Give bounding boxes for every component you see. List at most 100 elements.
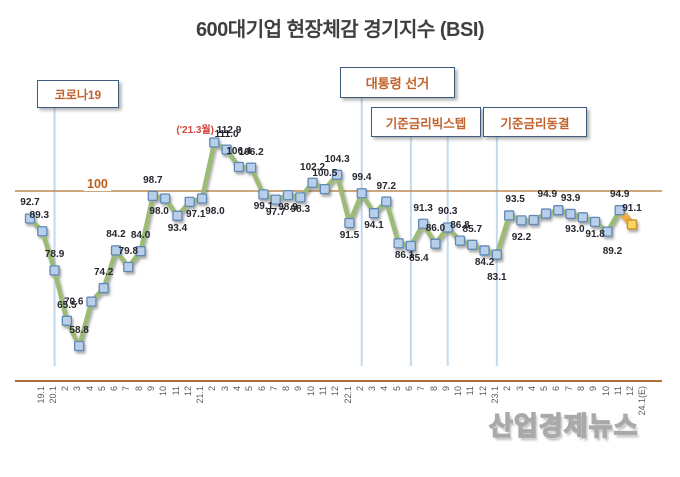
data-marker	[553, 205, 564, 216]
x-tick-label: 4	[84, 386, 95, 392]
x-tick-label: 4	[379, 386, 390, 392]
x-tick-label: 7	[268, 386, 279, 392]
data-label: 92.7	[20, 197, 40, 209]
data-marker	[516, 215, 527, 226]
data-label: 93.5	[505, 194, 525, 206]
x-tick-label: 6	[404, 386, 415, 392]
data-label: 78.9	[44, 249, 65, 261]
x-tick-label: 9	[146, 386, 157, 392]
data-label: 98.7	[143, 174, 163, 186]
data-label: 93.4	[167, 222, 188, 234]
data-label: 111.0	[214, 128, 239, 140]
data-label: 100.5	[312, 168, 338, 180]
data-marker	[319, 183, 331, 195]
x-tick-label: 7	[121, 386, 132, 392]
annotation-box-election: 대통령 선거	[340, 67, 455, 98]
bsi-series	[24, 137, 638, 352]
data-label: 91.5	[339, 229, 360, 241]
annotation-box-rate-freeze: 기준금리동결	[483, 107, 587, 137]
data-marker	[233, 161, 245, 173]
reference-line-label: 100	[84, 177, 111, 191]
data-label: 86.8	[450, 219, 470, 231]
x-tick-label: 19.1	[35, 386, 46, 404]
x-tick-label: 11	[318, 386, 329, 396]
data-label: 91.3	[413, 202, 433, 214]
x-tick-label: 10	[158, 386, 169, 397]
x-tick-label: 9	[440, 386, 451, 392]
data-label: 91.1	[622, 203, 642, 215]
data-label: 86.1	[394, 250, 415, 262]
data-label: 94.9	[537, 189, 558, 201]
data-label: 83.1	[487, 271, 507, 283]
data-label: 97.7	[265, 206, 286, 218]
annotation-rate-freeze-label: 기준금리동결	[500, 116, 570, 131]
data-label: 98.3	[290, 204, 311, 216]
data-label: 99.4	[351, 172, 372, 184]
data-label: 93.9	[560, 192, 581, 204]
annotation-covid-label: 코로나19	[54, 87, 102, 102]
data-marker	[540, 208, 552, 219]
data-label: 84.2	[106, 229, 126, 241]
x-tick-label: 3	[72, 386, 83, 392]
data-label: 89.3	[29, 210, 50, 222]
data-marker	[589, 216, 601, 227]
x-tick-label: 2	[354, 386, 365, 392]
data-marker	[356, 188, 367, 199]
data-marker	[196, 193, 208, 204]
data-marker	[381, 196, 392, 207]
watermark: 산업경제뉴스	[488, 410, 639, 441]
x-tick-label: 11	[465, 386, 476, 396]
data-marker	[368, 208, 380, 219]
x-tick-label: 11	[170, 386, 181, 396]
data-label: 97.2	[376, 180, 397, 192]
data-label: 97.1	[185, 208, 206, 220]
data-label: 84.0	[130, 230, 151, 242]
data-marker	[159, 193, 171, 204]
annotation-box-rate-big-step: 기준금리빅스텝	[371, 107, 481, 137]
data-marker	[479, 245, 490, 256]
data-label: 98.0	[205, 205, 225, 217]
x-tick-label: 3	[367, 386, 378, 392]
data-marker	[614, 205, 625, 216]
data-marker	[528, 214, 539, 226]
data-label: 84.2	[474, 257, 495, 269]
data-label: 94.9	[609, 189, 630, 201]
data-label: 65.5	[57, 299, 77, 311]
data-marker	[282, 189, 294, 201]
x-tick-label: 21.1	[195, 386, 206, 404]
data-marker	[295, 192, 306, 203]
data-label: 106.2	[238, 146, 264, 158]
x-tick-label: 8	[281, 386, 292, 392]
x-tick-label: 20.1	[47, 386, 58, 404]
x-tick-label: 5	[96, 386, 107, 392]
data-marker	[503, 210, 515, 221]
data-marker	[24, 213, 36, 224]
x-tick-label: 5	[244, 386, 255, 392]
data-marker	[73, 340, 85, 352]
x-tick-label: 4	[232, 386, 243, 392]
data-label: 85.4	[409, 252, 429, 264]
data-label: 74.2	[93, 267, 114, 279]
data-label: 93.0	[565, 224, 585, 236]
annotation-election-label: 대통령 선거	[365, 76, 430, 91]
data-marker	[258, 189, 269, 200]
data-label: 58.8	[69, 324, 89, 336]
data-label: 99.1	[253, 201, 274, 213]
data-marker	[209, 137, 220, 148]
data-label: 92.2	[511, 232, 532, 244]
data-label: 85.7	[462, 223, 483, 235]
data-label: 86.0	[425, 222, 446, 234]
forecast-marker	[626, 219, 638, 230]
x-tick-label: 10	[305, 386, 316, 397]
data-marker	[430, 238, 441, 249]
data-label: 70.6	[63, 296, 84, 308]
x-tick-label: 5	[391, 386, 402, 392]
data-marker	[270, 194, 281, 205]
data-label: 91.8	[585, 228, 605, 240]
annotation-big-step-label: 기준금리빅스텝	[385, 116, 467, 131]
data-marker	[491, 249, 503, 260]
data-label: 102.2	[300, 161, 326, 173]
x-tick-label: 3	[219, 386, 230, 392]
data-marker	[172, 210, 183, 221]
